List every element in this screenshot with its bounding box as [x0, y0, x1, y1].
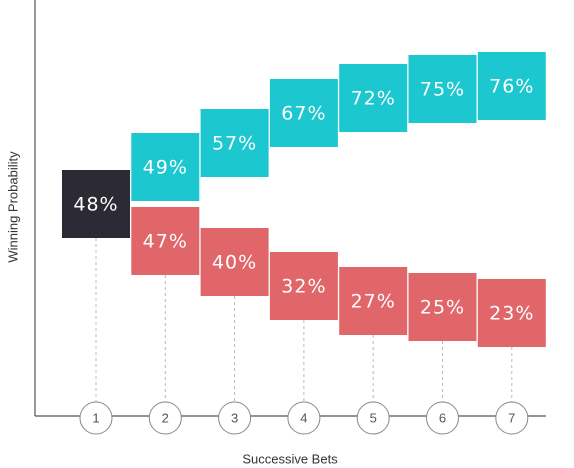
- probability-box: [269, 79, 338, 147]
- probability-box: [408, 273, 477, 341]
- box-label: 25%: [420, 297, 465, 319]
- box-label: 76%: [489, 76, 534, 98]
- bet-circle: [148, 401, 182, 435]
- x-tick-label: 6: [439, 410, 446, 425]
- box-label: 23%: [489, 303, 534, 325]
- bet-circle: [79, 401, 113, 435]
- box-label: 47%: [143, 231, 188, 253]
- probability-box: [339, 267, 408, 335]
- y-axis-label: Winning Probability: [5, 151, 20, 263]
- x-tick-label: 3: [231, 410, 238, 425]
- box-label: 75%: [420, 79, 465, 101]
- bet-circle: [426, 401, 459, 435]
- probability-box: [131, 207, 200, 275]
- probability-box: [477, 52, 546, 120]
- bet-circle: [495, 401, 529, 435]
- box-label: 57%: [212, 133, 257, 155]
- box-label: 48%: [73, 194, 118, 216]
- probability-box: [477, 279, 546, 347]
- probability-box: [62, 170, 130, 238]
- probability-box: [339, 64, 408, 132]
- x-tick-label: 2: [162, 410, 169, 425]
- x-axis-label: Successive Bets: [242, 451, 338, 466]
- probability-box: [200, 109, 269, 177]
- x-tick-label: 7: [508, 410, 515, 425]
- box-label: 72%: [351, 88, 396, 110]
- probability-box: [200, 228, 269, 296]
- box-label: 49%: [143, 157, 188, 179]
- bet-circle: [287, 401, 321, 435]
- bet-circle: [356, 401, 390, 435]
- box-label: 40%: [212, 252, 257, 274]
- box-label: 67%: [281, 103, 326, 125]
- box-label: 32%: [281, 276, 326, 298]
- box-label: 27%: [351, 291, 396, 313]
- x-tick-label: 1: [92, 410, 99, 425]
- x-tick-label: 4: [300, 410, 307, 425]
- probability-box: [131, 133, 200, 201]
- x-tick-label: 5: [370, 410, 377, 425]
- bet-circle: [218, 401, 252, 435]
- probability-box: [269, 252, 338, 320]
- probability-box: [408, 55, 477, 123]
